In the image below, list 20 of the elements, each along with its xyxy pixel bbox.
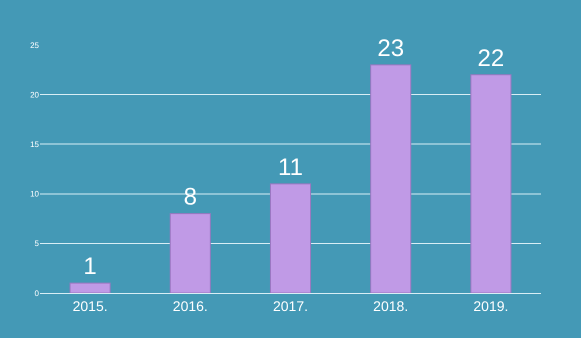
bar xyxy=(370,64,412,293)
y-tick-label: 25 xyxy=(30,40,40,50)
y-tick-label: 20 xyxy=(30,90,40,100)
x-tick-label: 2017. xyxy=(272,298,308,314)
data-label: 11 xyxy=(278,154,303,181)
bar xyxy=(470,74,512,293)
y-tick-label: 5 xyxy=(34,239,40,248)
y-tick-label: 0 xyxy=(34,288,40,298)
data-label: 23 xyxy=(377,34,404,62)
data-label: 22 xyxy=(478,44,504,72)
y-tick-label: 10 xyxy=(30,190,40,199)
y-tick-label: 15 xyxy=(30,140,40,149)
bar xyxy=(270,183,312,293)
x-tick-label: 2015. xyxy=(72,298,108,314)
data-label: 1 xyxy=(83,253,97,280)
x-tick-label: 2016. xyxy=(172,298,208,314)
x-tick-label: 2019. xyxy=(473,298,508,314)
bar xyxy=(170,213,211,293)
bar xyxy=(70,282,111,293)
x-tick-label: 2018. xyxy=(373,298,408,314)
